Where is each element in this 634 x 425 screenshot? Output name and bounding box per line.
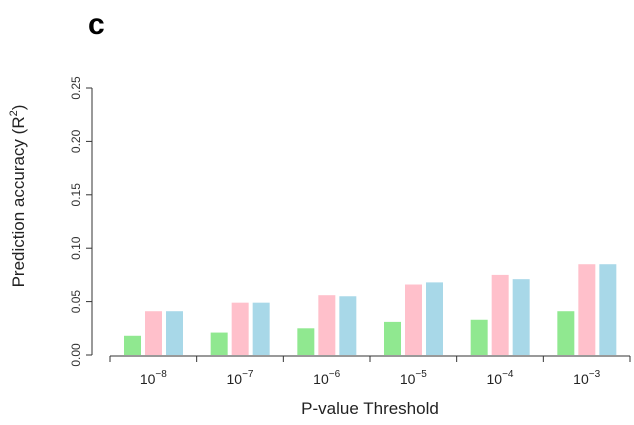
bar-series-1 <box>384 321 401 355</box>
bar-series-3 <box>599 264 617 355</box>
bar-series-3 <box>512 279 530 355</box>
bar-series-1 <box>210 332 228 355</box>
bar-series-2 <box>318 295 336 355</box>
x-tick-label-exponent: −4 <box>502 369 514 380</box>
y-tick-label: 0.15 <box>69 183 83 207</box>
bar-series-1 <box>557 311 575 355</box>
bar-series-3 <box>339 296 357 355</box>
y-tick-label: 0.10 <box>69 236 83 260</box>
x-tick-label-exponent: −8 <box>155 369 167 380</box>
x-tick-label: 10−7 <box>227 369 254 387</box>
x-tick-label: 10−8 <box>140 369 167 387</box>
y-tick-label: 0.00 <box>69 343 83 367</box>
bar-series-3 <box>426 282 443 355</box>
y-axis-title: Prediction accuracy (R2) <box>8 105 28 288</box>
y-tick-label: 0.20 <box>69 129 83 153</box>
bar-series-1 <box>470 319 488 355</box>
bars <box>124 264 617 355</box>
panel-label: c <box>88 8 105 41</box>
x-tick-label: 10−6 <box>313 369 340 387</box>
bar-series-2 <box>231 302 249 355</box>
x-tick-label: 10−3 <box>573 369 600 387</box>
x-tick-label-base: 10 <box>140 371 156 387</box>
bar-series-2 <box>145 311 162 355</box>
bar-series-3 <box>252 302 270 355</box>
x-tick-label-exponent: −3 <box>589 369 601 380</box>
y-axis-title-tail: ) <box>9 105 28 111</box>
x-tick-label-base: 10 <box>227 371 243 387</box>
bar-series-2 <box>405 284 422 355</box>
x-tick-label-exponent: −5 <box>415 369 427 380</box>
x-tick-label-exponent: −7 <box>242 369 254 380</box>
y-axis-title-sup: 2 <box>8 110 20 116</box>
bar-series-2 <box>491 274 509 355</box>
x-tick-label: 10−5 <box>400 369 427 387</box>
y-axis: 0.00 0.05 0.10 0.15 0.20 0.25 <box>69 76 93 367</box>
x-tick-label-base: 10 <box>573 371 589 387</box>
y-axis-title-main: Prediction accuracy (R <box>9 116 28 287</box>
x-tick-label-base: 10 <box>313 371 329 387</box>
bar-series-1 <box>297 328 315 355</box>
bar-series-3 <box>166 311 183 355</box>
x-tick-label-base: 10 <box>487 371 503 387</box>
x-tick-label-base: 10 <box>400 371 416 387</box>
bar-series-1 <box>124 335 141 355</box>
y-tick-label: 0.05 <box>69 290 83 314</box>
y-tick-label: 0.25 <box>69 76 83 100</box>
bar-series-2 <box>578 264 596 355</box>
x-axis-title: P-value Threshold <box>301 399 439 418</box>
x-tick-label-exponent: −6 <box>329 369 341 380</box>
x-axis: 10−8 10−7 10−6 10−5 10−4 10−3 <box>109 355 631 387</box>
x-tick-label: 10−4 <box>487 369 514 387</box>
